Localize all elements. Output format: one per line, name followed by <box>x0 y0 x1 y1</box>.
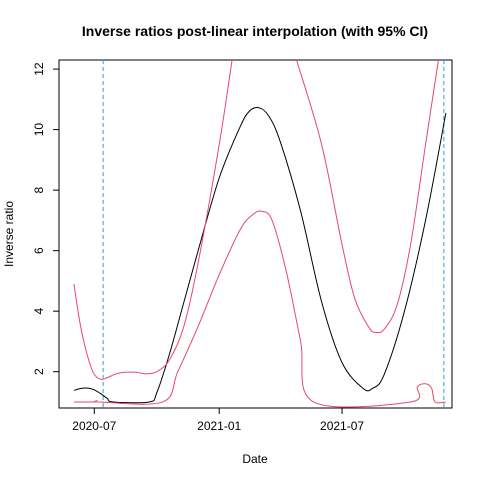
plot-frame <box>58 59 453 409</box>
axes: 2 4 6 8 10 12 2020-07 2021-01 2021-07 <box>32 62 364 433</box>
x-tick-label: 2020-07 <box>72 419 116 433</box>
x-tick-label: 2021-01 <box>197 419 241 433</box>
y-tick-label: 2 <box>32 368 46 375</box>
y-tick-label: 8 <box>32 186 46 193</box>
plot-area <box>73 60 447 408</box>
x-axis-label: Date <box>242 452 268 466</box>
x-tick-label: 2021-07 <box>320 419 364 433</box>
y-tick-label: 10 <box>32 123 46 137</box>
y-axis-label: Inverse ratio <box>2 201 16 267</box>
chart-title: Inverse ratios post-linear interpolation… <box>82 23 428 39</box>
series-line-ci-1 <box>73 60 233 380</box>
y-tick-label: 6 <box>32 247 46 254</box>
series-line-estimate <box>73 106 447 404</box>
series-line-ci-3 <box>73 210 446 408</box>
y-tick-label: 4 <box>32 308 46 315</box>
series-line-ci-2 <box>296 60 439 334</box>
y-tick-label: 12 <box>32 62 46 76</box>
